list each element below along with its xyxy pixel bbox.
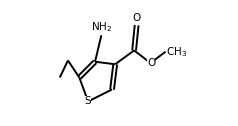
Text: O: O (133, 13, 141, 23)
Text: S: S (85, 96, 91, 106)
Text: NH$_2$: NH$_2$ (91, 20, 112, 34)
Text: CH$_3$: CH$_3$ (166, 45, 188, 59)
Text: O: O (147, 58, 155, 68)
